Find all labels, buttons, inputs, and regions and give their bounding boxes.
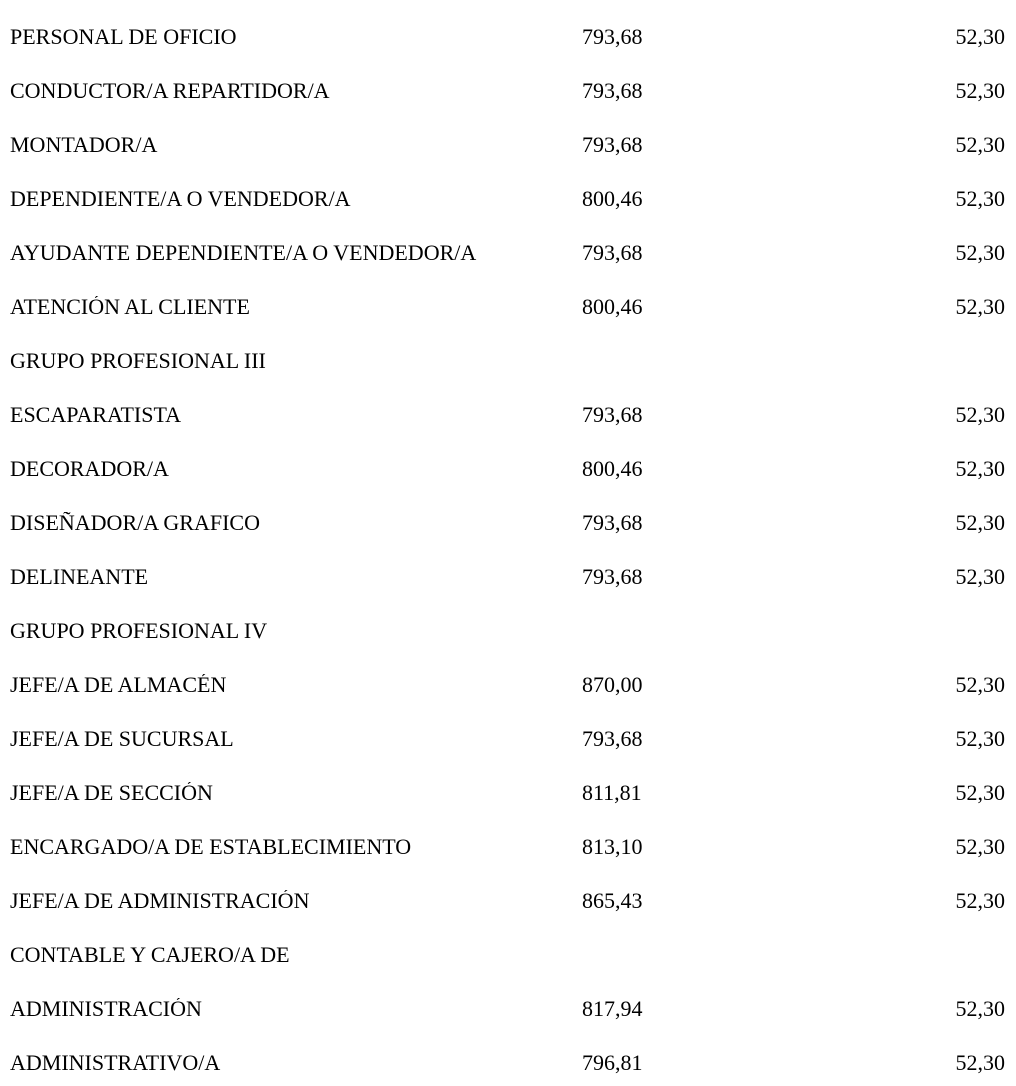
table-row: GRUPO PROFESIONAL III bbox=[0, 324, 1016, 378]
table-row: MONTADOR/A 793,68 52,30 bbox=[0, 108, 1016, 162]
plus-value-cell: 52,30 bbox=[955, 726, 1006, 751]
plus-value-cell: 52,30 bbox=[955, 1050, 1006, 1075]
job-title-cell: JEFE/A DE ALMACÉN bbox=[10, 674, 227, 696]
table-row: DELINEANTE 793,68 52,30 bbox=[0, 540, 1016, 594]
job-title-cell: DELINEANTE bbox=[10, 566, 149, 588]
plus-value-cell: 52,30 bbox=[955, 456, 1006, 481]
plus-value-cell: 52,30 bbox=[955, 132, 1006, 157]
job-title-cell: ESCAPARATISTA bbox=[10, 404, 182, 426]
plus-value-cell: 52,30 bbox=[955, 510, 1006, 535]
plus-value-cell: 52,30 bbox=[955, 402, 1006, 427]
job-title-cell: GRUPO PROFESIONAL IV bbox=[10, 620, 268, 642]
salary-value-cell: 796,81 bbox=[582, 1050, 643, 1075]
job-title-cell: AYUDANTE DEPENDIENTE/A O VENDEDOR/A bbox=[10, 242, 477, 264]
job-title-cell: CONTABLE Y CAJERO/A DE bbox=[10, 944, 290, 966]
plus-value-cell: 52,30 bbox=[955, 294, 1006, 319]
plus-value-cell: 52,30 bbox=[955, 672, 1006, 697]
salary-value-cell: 793,68 bbox=[582, 24, 643, 49]
job-title-cell: ADMINISTRATIVO/A bbox=[10, 1052, 221, 1074]
job-title-cell: ENCARGADO/A DE ESTABLECIMIENTO bbox=[10, 836, 412, 858]
salary-value-cell: 793,68 bbox=[582, 726, 643, 751]
salary-value-cell: 793,68 bbox=[582, 564, 643, 589]
table-row: ATENCIÓN AL CLIENTE 800,46 52,30 bbox=[0, 270, 1016, 324]
salary-value-cell: 800,46 bbox=[582, 294, 643, 319]
salary-value-cell: 817,94 bbox=[582, 996, 643, 1021]
salary-value-cell: 793,68 bbox=[582, 78, 643, 103]
table-row: AYUDANTE DEPENDIENTE/A O VENDEDOR/A 793,… bbox=[0, 216, 1016, 270]
salary-value-cell: 811,81 bbox=[582, 780, 642, 805]
table-row: JEFE/A DE ALMACÉN 870,00 52,30 bbox=[0, 648, 1016, 702]
table-row: ESCAPARATISTA 793,68 52,30 bbox=[0, 378, 1016, 432]
plus-value-cell: 52,30 bbox=[955, 780, 1006, 805]
plus-value-cell: 52,30 bbox=[955, 996, 1006, 1021]
table-row: ADMINISTRATIVO/A 796,81 52,30 bbox=[0, 1026, 1016, 1080]
table-row: CONDUCTOR/A REPARTIDOR/A 793,68 52,30 bbox=[0, 54, 1016, 108]
salary-value-cell: 813,10 bbox=[582, 834, 643, 859]
job-title-cell: MONTADOR/A bbox=[10, 134, 158, 156]
job-title-cell: JEFE/A DE SUCURSAL bbox=[10, 728, 234, 750]
job-title-cell: GRUPO PROFESIONAL III bbox=[10, 350, 266, 372]
salary-value-cell: 800,46 bbox=[582, 456, 643, 481]
job-title-cell: DEPENDIENTE/A O VENDEDOR/A bbox=[10, 188, 351, 210]
plus-value-cell: 52,30 bbox=[955, 834, 1006, 859]
salary-value-cell: 870,00 bbox=[582, 672, 643, 697]
salary-value-cell: 793,68 bbox=[582, 132, 643, 157]
job-title-cell: ATENCIÓN AL CLIENTE bbox=[10, 296, 250, 318]
job-title-cell: JEFE/A DE SECCIÓN bbox=[10, 782, 213, 804]
plus-value-cell: 52,30 bbox=[955, 24, 1006, 49]
job-title-cell: DECORADOR/A bbox=[10, 458, 169, 480]
table-row: GRUPO PROFESIONAL IV bbox=[0, 594, 1016, 648]
job-title-cell: ADMINISTRACIÓN bbox=[10, 998, 202, 1020]
salary-value-cell: 793,68 bbox=[582, 402, 643, 427]
salary-value-cell: 793,68 bbox=[582, 510, 643, 535]
plus-value-cell: 52,30 bbox=[955, 240, 1006, 265]
table-row: DECORADOR/A 800,46 52,30 bbox=[0, 432, 1016, 486]
salary-value-cell: 793,68 bbox=[582, 240, 643, 265]
table-row: DEPENDIENTE/A O VENDEDOR/A 800,46 52,30 bbox=[0, 162, 1016, 216]
salary-value-cell: 800,46 bbox=[582, 186, 643, 211]
job-title-cell: PERSONAL DE OFICIO bbox=[10, 26, 237, 48]
job-title-cell: DISEÑADOR/A GRAFICO bbox=[10, 512, 260, 534]
job-title-cell: CONDUCTOR/A REPARTIDOR/A bbox=[10, 80, 330, 102]
table-row: ADMINISTRACIÓN 817,94 52,30 bbox=[0, 972, 1016, 1026]
table-row: JEFE/A DE ADMINISTRACIÓN 865,43 52,30 bbox=[0, 864, 1016, 918]
plus-value-cell: 52,30 bbox=[955, 888, 1006, 913]
salary-value-cell: 865,43 bbox=[582, 888, 643, 913]
table-row: PERSONAL DE OFICIO 793,68 52,30 bbox=[0, 0, 1016, 54]
table-row: DISEÑADOR/A GRAFICO 793,68 52,30 bbox=[0, 486, 1016, 540]
job-title-cell: JEFE/A DE ADMINISTRACIÓN bbox=[10, 890, 310, 912]
plus-value-cell: 52,30 bbox=[955, 564, 1006, 589]
table-row: CONTABLE Y CAJERO/A DE bbox=[0, 918, 1016, 972]
table-row: JEFE/A DE SECCIÓN 811,81 52,30 bbox=[0, 756, 1016, 810]
table-row: JEFE/A DE SUCURSAL 793,68 52,30 bbox=[0, 702, 1016, 756]
plus-value-cell: 52,30 bbox=[955, 186, 1006, 211]
table-row: ENCARGADO/A DE ESTABLECIMIENTO 813,10 52… bbox=[0, 810, 1016, 864]
plus-value-cell: 52,30 bbox=[955, 78, 1006, 103]
